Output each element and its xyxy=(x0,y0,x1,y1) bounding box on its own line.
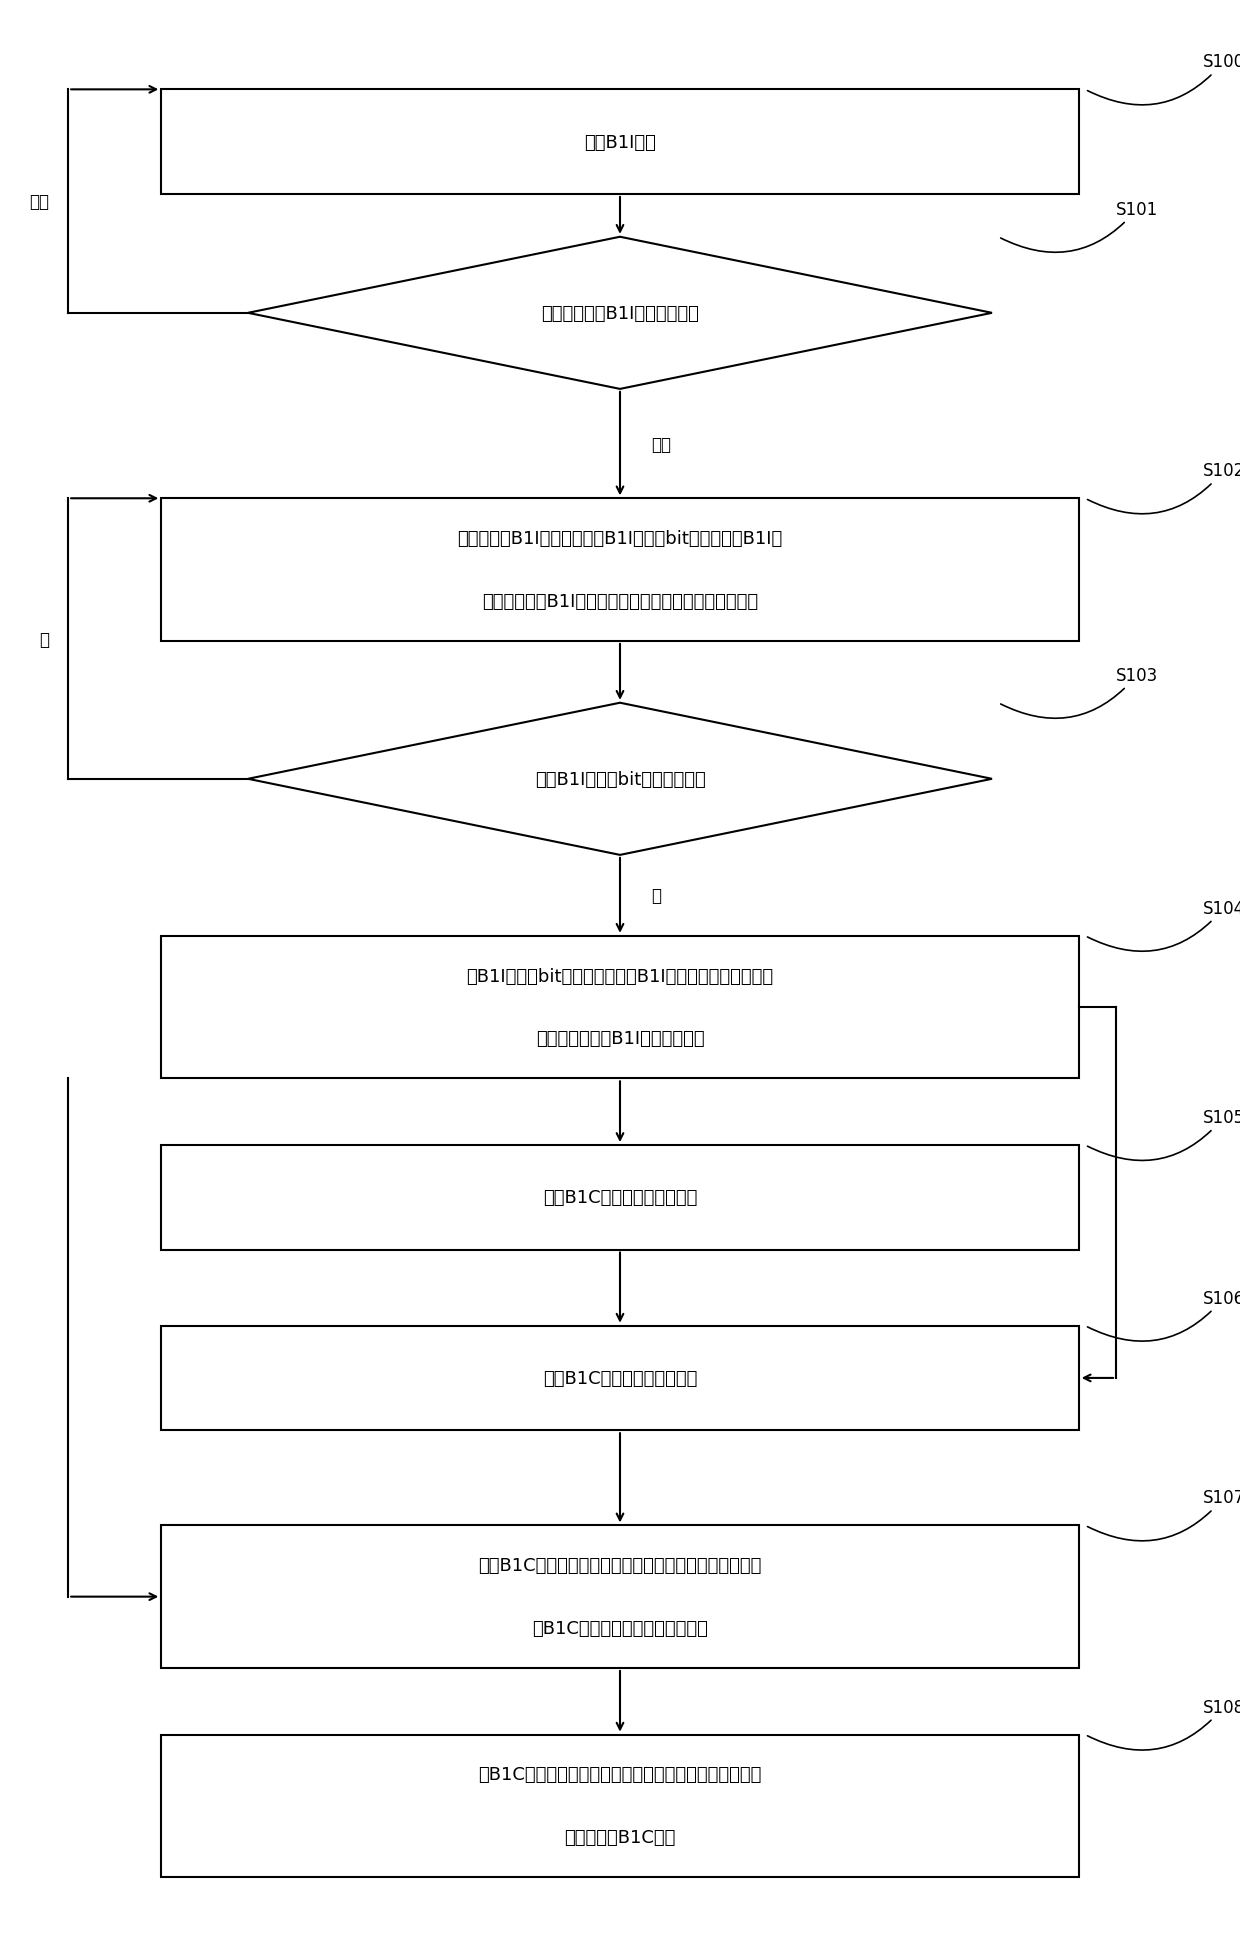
Bar xyxy=(161,1735,1079,1877)
Text: 解算B1C信号的码相位估计值: 解算B1C信号的码相位估计值 xyxy=(543,1189,697,1206)
Bar xyxy=(161,1146,1079,1251)
Text: S102: S102 xyxy=(1087,461,1240,514)
Text: 捕获B1I信号: 捕获B1I信号 xyxy=(584,134,656,151)
Text: 判定捕获到的B1I信号是否有效: 判定捕获到的B1I信号是否有效 xyxy=(541,304,699,322)
Polygon shape xyxy=(248,704,992,855)
Text: 定B1C信号的搜索门限及步进参数: 定B1C信号的搜索门限及步进参数 xyxy=(532,1619,708,1637)
Text: 若B1I信号的bit同步成功，跟踪B1I信号，为接收机提供观: 若B1I信号的bit同步成功，跟踪B1I信号，为接收机提供观 xyxy=(466,968,774,985)
Bar xyxy=(161,498,1079,642)
Bar xyxy=(161,937,1079,1078)
Text: S107: S107 xyxy=(1087,1489,1240,1542)
Text: 有效: 有效 xyxy=(651,436,671,454)
Text: 测量信息并校验B1I信号的有效性: 测量信息并校验B1I信号的有效性 xyxy=(536,1030,704,1047)
Text: S108: S108 xyxy=(1087,1699,1240,1751)
Text: 否: 否 xyxy=(40,630,50,648)
Text: 解算B1C信号的多普勒估计值: 解算B1C信号的多普勒估计值 xyxy=(543,1369,697,1386)
Text: 根据B1C信号的多普勒估计值和码相位估计值的精度，设: 根据B1C信号的多普勒估计值和码相位估计值的精度，设 xyxy=(479,1557,761,1574)
Text: S105: S105 xyxy=(1087,1109,1240,1161)
Text: S106: S106 xyxy=(1087,1289,1240,1342)
Text: 无效: 无效 xyxy=(30,194,50,211)
Text: 将B1C信号的搜索门限及步进参数配置给快速引导模块，: 将B1C信号的搜索门限及步进参数配置给快速引导模块， xyxy=(479,1766,761,1784)
Text: S103: S103 xyxy=(1001,667,1158,719)
Bar xyxy=(161,1326,1079,1431)
Text: S101: S101 xyxy=(1001,200,1158,254)
Text: S104: S104 xyxy=(1087,900,1240,952)
Text: 特边界以获得B1I信号的码相位与系统时间轴的对应关系: 特边界以获得B1I信号的码相位与系统时间轴的对应关系 xyxy=(482,593,758,611)
Text: 判定B1I信号的bit同步是否成功: 判定B1I信号的bit同步是否成功 xyxy=(534,770,706,789)
Text: 若捕获到的B1I信号有效，对B1I信号做bit同步，确定B1I比: 若捕获到的B1I信号有效，对B1I信号做bit同步，确定B1I比 xyxy=(458,529,782,549)
Bar xyxy=(161,1526,1079,1668)
Text: 是: 是 xyxy=(651,886,661,906)
Text: 以快速捕获B1C信号: 以快速捕获B1C信号 xyxy=(564,1828,676,1846)
Polygon shape xyxy=(248,238,992,390)
Text: S100: S100 xyxy=(1087,52,1240,107)
Bar xyxy=(161,91,1079,194)
